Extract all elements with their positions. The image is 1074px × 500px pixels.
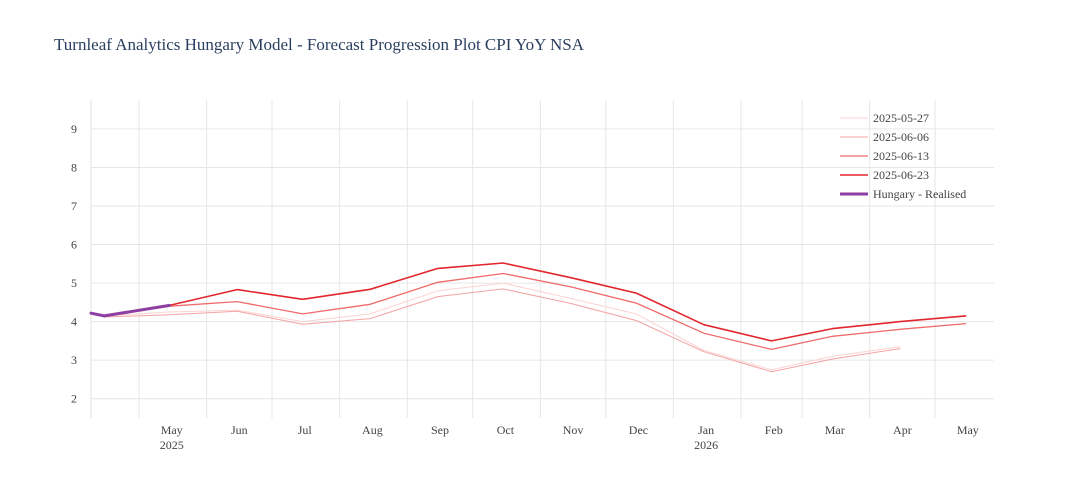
- series-line-2025-06-06: [103, 288, 901, 373]
- legend-label: Hungary - Realised: [873, 187, 966, 201]
- x-tick-label: Jan: [698, 423, 714, 437]
- series-line-2025-06-13: [103, 272, 967, 351]
- x-tick-label: Mar: [825, 423, 845, 437]
- y-tick-label: 3: [71, 353, 77, 367]
- x-tick-label: Apr: [893, 423, 912, 437]
- x-tick-label: Sep: [431, 423, 449, 437]
- y-tick-label: 5: [71, 276, 77, 290]
- series-line-2025-05-27: [103, 282, 901, 371]
- x-tick-label: Dec: [629, 423, 648, 437]
- series-line-hungary-realised: [89, 303, 171, 318]
- legend-label: 2025-06-06: [873, 130, 929, 144]
- x-tick-label: Jul: [298, 423, 313, 437]
- legend-label: 2025-05-27: [873, 111, 929, 125]
- x-tick-label: Aug: [362, 423, 383, 437]
- y-tick-label: 6: [71, 238, 77, 252]
- x-tick-label: Nov: [563, 423, 584, 437]
- series-line-2025-06-23: [103, 262, 967, 342]
- x-tick-year-label: 2026: [694, 438, 718, 452]
- y-tick-label: 4: [71, 315, 77, 329]
- y-tick-label: 9: [71, 122, 77, 136]
- x-tick-label: Jun: [231, 423, 248, 437]
- y-tick-label: 7: [71, 199, 77, 213]
- x-tick-label: May: [957, 423, 979, 437]
- chart-title: Turnleaf Analytics Hungary Model - Forec…: [54, 35, 584, 54]
- x-tick-year-label: 2025: [160, 438, 184, 452]
- y-tick-label: 2: [71, 392, 77, 406]
- y-tick-label: 8: [71, 160, 77, 174]
- x-tick-label: Oct: [497, 423, 515, 437]
- x-tick-label: May: [161, 423, 183, 437]
- x-tick-label: Feb: [765, 423, 783, 437]
- legend-label: 2025-06-23: [873, 168, 929, 182]
- legend-label: 2025-06-13: [873, 149, 929, 163]
